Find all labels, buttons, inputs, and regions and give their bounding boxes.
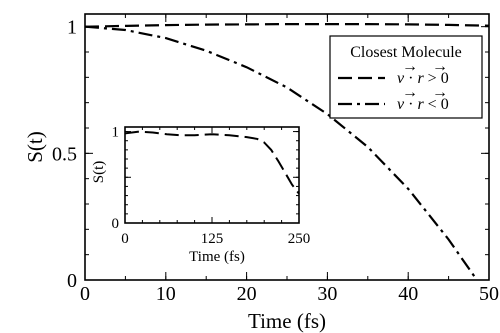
legend-negative-v: v <box>397 96 405 113</box>
inset-axis-ticks: 0 125 250 0 1 <box>112 125 311 247</box>
main-x-tick-label: 20 <box>237 283 257 305</box>
inset-x-tick-label: 125 <box>201 231 224 247</box>
main-x-tick-label: 50 <box>479 283 499 305</box>
main-y-tick-label: 0 <box>67 270 77 292</box>
inset-series-line-0 <box>124 130 300 195</box>
inset-y-tick-label: 0 <box>112 216 120 232</box>
main-x-tick-label: 30 <box>317 283 337 305</box>
main-y-tick-label: 1 <box>67 17 77 39</box>
legend-positive-r: r <box>417 70 424 87</box>
legend-positive-r-arrow: → <box>432 58 448 75</box>
inset-y-axis-title: S(t) <box>91 161 107 184</box>
legend-label-positive: v · r > 0 <box>397 70 449 87</box>
inset-y-tick-label: 1 <box>112 125 120 141</box>
inset-series-group <box>124 130 300 195</box>
legend-negative-r: r <box>417 96 424 113</box>
legend-title: Closest Molecule <box>350 44 462 61</box>
legend-positive-v-arrow: → <box>402 58 418 75</box>
main-series-group <box>84 23 490 281</box>
y-axis-title: S(t) <box>23 131 47 163</box>
main-series-line-0 <box>84 23 490 28</box>
inset-plot: 0 125 250 0 1 Time (fs) S(t) <box>91 125 310 265</box>
legend-positive-dot: · <box>408 70 413 87</box>
legend-positive-rel: > 0 <box>428 70 449 87</box>
legend-negative-dot: · <box>408 96 413 113</box>
legend: Closest Molecule v · r > 0 → → v · r < 0 → → <box>329 35 483 119</box>
legend-box <box>329 35 483 119</box>
main-x-tick-label: 0 <box>80 283 90 305</box>
legend-negative-rel: < 0 <box>428 96 449 113</box>
main-x-tick-label: 10 <box>156 283 176 305</box>
inset-x-tick-label: 250 <box>288 231 311 247</box>
legend-label-negative: v · r < 0 <box>397 96 449 113</box>
inset-x-tick-label: 0 <box>121 231 129 247</box>
main-y-tick-label: 0.5 <box>52 143 77 165</box>
inset-x-axis-title: Time (fs) <box>189 249 245 265</box>
inset-plot-frame <box>124 126 300 224</box>
main-x-tick-label: 40 <box>398 283 418 305</box>
legend-negative-v-arrow: → <box>402 84 418 101</box>
legend-negative-r-arrow: → <box>432 84 448 101</box>
x-axis-title: Time (fs) <box>248 309 326 333</box>
legend-positive-v: v <box>397 70 405 87</box>
